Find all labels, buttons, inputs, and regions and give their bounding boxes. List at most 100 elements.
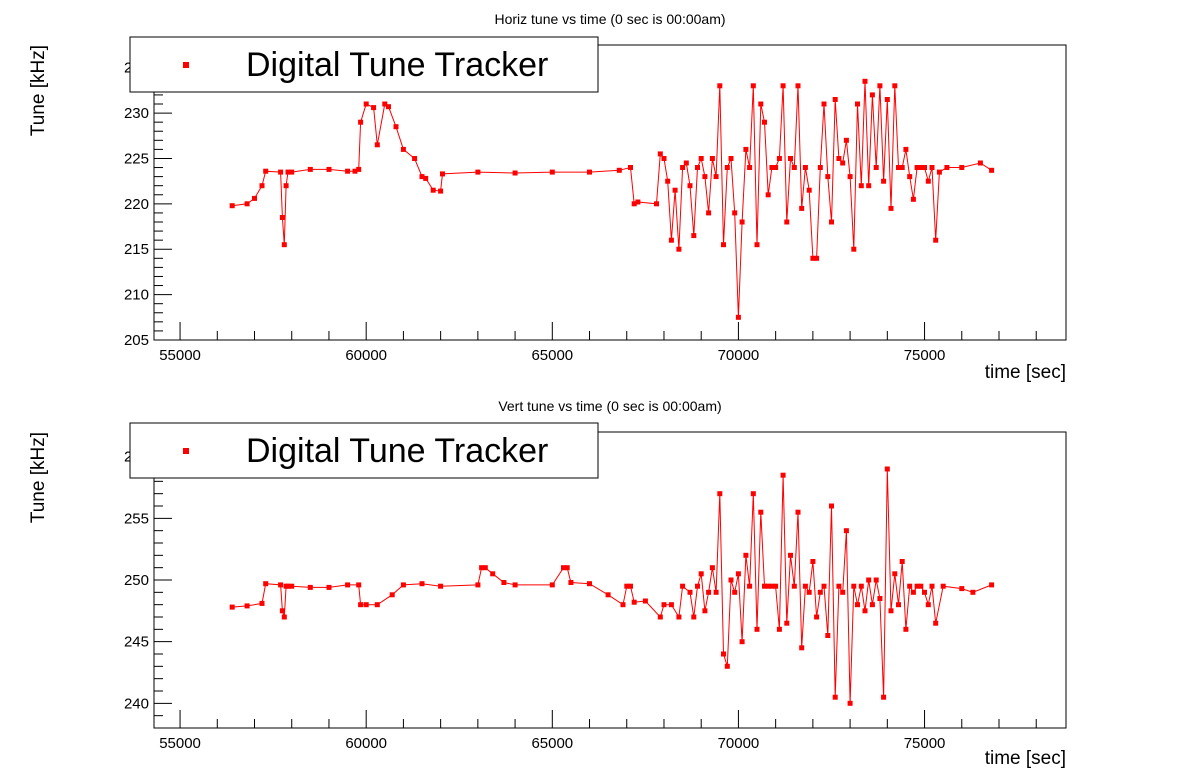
chart2-data-point <box>925 602 931 608</box>
chart1-data-point <box>922 165 927 170</box>
chart1-data-point <box>735 314 741 320</box>
chart2-data-point <box>843 528 849 534</box>
chart2-data-point <box>776 626 782 632</box>
chart2-data-point <box>438 583 444 589</box>
chart2-data-point <box>244 603 250 609</box>
chart1-data-point <box>512 170 518 176</box>
chart1-data-point <box>706 210 712 216</box>
chart2-data-point <box>866 577 872 583</box>
chart2-data-point <box>326 584 332 590</box>
chart2-data-point <box>821 583 827 589</box>
chart2-x-tick-label: 55000 <box>159 735 201 752</box>
chart1-x-tick-label: 55000 <box>159 347 201 364</box>
chart1-data-point <box>263 168 269 174</box>
chart2-data-point <box>780 472 786 478</box>
chart2-data-point <box>568 580 574 585</box>
chart2-data-point <box>735 571 741 577</box>
chart1-data-point <box>806 187 812 193</box>
chart1-data-point <box>869 92 875 98</box>
chart1-data-point <box>691 233 697 239</box>
chart2-data-point <box>724 663 730 669</box>
chart1-data-point <box>899 165 905 170</box>
chart1-data-point <box>936 169 942 175</box>
chart2-data-point <box>795 509 801 515</box>
chart2-data-point <box>229 604 235 610</box>
chart1-data-point <box>877 83 883 89</box>
chart2-data-point <box>784 620 790 626</box>
chart2-data-point <box>899 559 905 564</box>
chart2-data-point <box>713 589 719 595</box>
chart2-data-point <box>374 602 380 608</box>
chart2-x-tick-label: 70000 <box>718 735 760 752</box>
chart2-data-point <box>419 581 425 587</box>
chart2-data-point <box>825 633 831 638</box>
chart1-data-point <box>657 151 663 157</box>
chart1-data-point <box>728 156 734 161</box>
chart2-data-point <box>676 614 682 620</box>
chart2-y-tick-label: 255 <box>124 510 149 527</box>
chart2-data-point <box>400 582 406 588</box>
chart1-data-point <box>702 174 708 180</box>
chart1-legend-marker <box>183 62 189 68</box>
chart1-data-point <box>802 165 808 170</box>
chart2-legend-marker <box>183 448 189 454</box>
chart2-data-point <box>263 581 269 587</box>
chart2-data-point <box>687 589 693 595</box>
chart2-data-point <box>799 645 805 651</box>
chart2-data-point <box>929 583 935 589</box>
chart1-data-point <box>959 165 965 170</box>
chart1-data-point <box>412 156 418 161</box>
chart1-data-point <box>847 174 853 180</box>
chart1-y-tick-label: 225 <box>124 150 149 167</box>
chart2-data-point <box>858 583 864 589</box>
chart1-data-point <box>765 192 771 198</box>
chart2-data-point <box>620 602 626 608</box>
chart1-data-point <box>851 246 857 252</box>
chart1-data-point <box>628 165 633 170</box>
chart1-data-point <box>307 166 313 172</box>
chart1-data-point <box>925 178 931 184</box>
chart2-data-point <box>717 491 723 497</box>
chart2-data-point <box>888 608 894 614</box>
chart1-data-point <box>840 160 846 166</box>
chart1-data-point <box>285 169 291 175</box>
chart1-x-tick-label: 70000 <box>718 347 760 364</box>
chart2-legend-box <box>129 422 599 479</box>
chart1-y-axis-label: Tune [kHz] <box>28 45 49 136</box>
chart2-data-point <box>709 565 715 571</box>
chart1-x-tick-label: 75000 <box>904 347 946 364</box>
chart2-data-point <box>680 583 686 589</box>
chart2-data-point <box>896 602 901 608</box>
chart1-data-point <box>672 187 678 193</box>
chart1-data-point <box>289 169 295 175</box>
chart1-data-point <box>795 83 801 89</box>
chart1-data-point <box>814 255 820 261</box>
chart2-data-point <box>356 582 362 588</box>
chart1-data-point <box>713 174 719 180</box>
chart2-data-point <box>903 626 909 632</box>
chart1-frame <box>153 44 1067 341</box>
chart1-data-point <box>843 137 849 143</box>
chart1-data-point <box>933 237 939 243</box>
chart2-legend-label: Digital Tune Tracker <box>246 432 548 470</box>
chart1-data-point <box>773 165 779 170</box>
chart2-data-point <box>769 583 775 589</box>
chart1-data-point <box>821 101 827 107</box>
chart1-data-point <box>676 246 682 252</box>
chart2-data-point <box>750 491 756 497</box>
chart1-data-point <box>989 167 995 173</box>
chart1-data-point <box>400 146 406 152</box>
chart1-data-point <box>352 168 358 174</box>
chart1-data-point <box>244 201 250 207</box>
chart2-data-point <box>773 583 779 589</box>
chart1-data-point <box>829 219 834 225</box>
chart1-data-point <box>386 104 391 110</box>
chart1-data-point <box>259 183 265 189</box>
chart2-data-point <box>389 592 395 598</box>
chart2-data-point <box>702 608 708 614</box>
chart1-data-point <box>345 168 351 174</box>
chart1-data-point <box>776 156 782 161</box>
chart2-data-point <box>279 608 285 614</box>
chart2-series-markers <box>229 466 995 706</box>
chart1-data-point <box>374 142 380 148</box>
